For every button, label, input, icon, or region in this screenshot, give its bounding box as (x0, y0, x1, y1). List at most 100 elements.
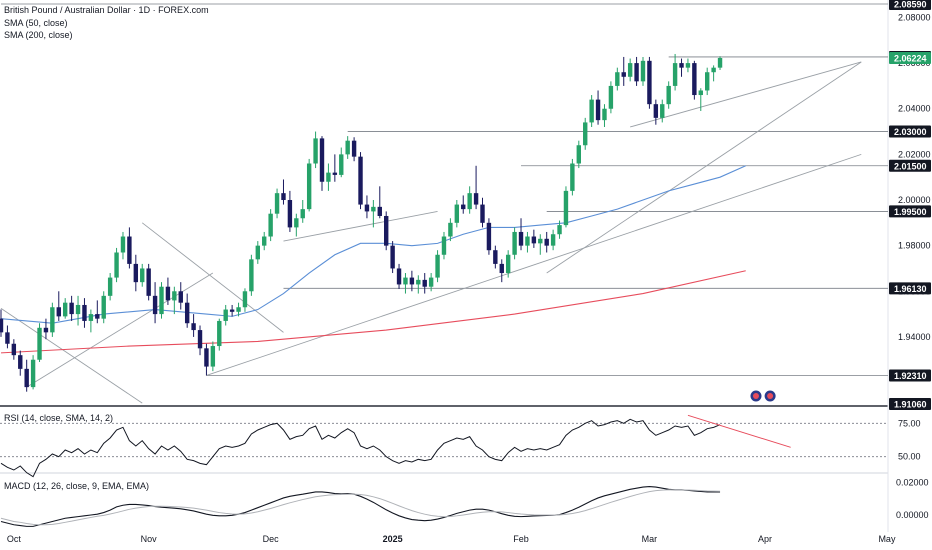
candle-body (107, 277, 113, 296)
macd-layer (0, 486, 721, 527)
candle-body (384, 215, 389, 246)
candles-layer (0, 53, 723, 392)
candle-body (255, 245, 260, 260)
candle-body (95, 314, 100, 319)
candle-body (140, 268, 145, 283)
candle-body (499, 263, 504, 274)
candle-body (358, 156, 363, 205)
candle-body (146, 268, 151, 296)
candle-body (390, 245, 395, 269)
candle-body (512, 231, 517, 255)
candle-body (69, 302, 74, 315)
candle-body (114, 252, 119, 278)
candle-body (595, 99, 601, 121)
candle-body (127, 236, 132, 264)
economic-event-flag-icon (752, 393, 759, 399)
price-tag (889, 205, 931, 218)
price-tick-label: 1.98000 (898, 241, 931, 251)
candle-body (403, 277, 408, 285)
trendline (26, 272, 214, 388)
candle-body (672, 63, 678, 86)
economic-event-flag-icon (767, 393, 774, 399)
time-tick-label: May (878, 534, 896, 544)
candle-body (229, 309, 235, 312)
candle-body (525, 236, 530, 246)
rsi-tick-label: 50.00 (898, 452, 921, 462)
price-tag-label: 2.01500 (894, 161, 927, 171)
candle-body (608, 85, 614, 109)
candle-body (152, 295, 158, 315)
rsi-line (0, 418, 721, 478)
candle-body (448, 222, 453, 237)
price-tag-label: 1.96130 (894, 284, 927, 294)
candle-body (493, 250, 498, 264)
price-tag (889, 369, 931, 382)
candle-body (409, 277, 415, 285)
time-tick-label: Nov (141, 534, 158, 544)
chart-title: British Pound / Australian Dollar · 1D ·… (4, 5, 209, 15)
candle-body (717, 57, 723, 68)
candle-body (287, 200, 293, 228)
candle-body (191, 323, 196, 331)
price-tick-label: 2.04000 (898, 104, 931, 114)
trendline (546, 61, 862, 274)
rsi-layer (0, 414, 888, 478)
candle-body (37, 327, 42, 360)
candle-body (249, 259, 254, 292)
candle-body (339, 154, 344, 175)
candle-body (63, 302, 68, 317)
candle-body (210, 346, 216, 367)
candle-body (101, 295, 106, 319)
price-tag (889, 282, 931, 295)
candle-body (18, 355, 23, 369)
price-tag-label: 1.92310 (894, 371, 927, 381)
trendline (283, 210, 438, 242)
trendline (206, 153, 862, 376)
price-tag-label: 2.03000 (894, 127, 927, 137)
candle-body (454, 204, 460, 223)
candle-body (56, 307, 61, 317)
candle-body (364, 204, 370, 212)
candle-body (50, 307, 55, 333)
candle-body (486, 222, 492, 251)
candle-body (544, 238, 549, 246)
candle-body (75, 304, 81, 315)
candle-body (43, 327, 49, 333)
price-tag-label: 1.99500 (894, 207, 927, 217)
price-tick-label: 2.00000 (898, 195, 931, 205)
candle-body (615, 72, 620, 86)
candle-body (563, 190, 569, 226)
candle-body (627, 63, 633, 77)
candle-body (268, 213, 273, 237)
sma50-line (0, 165, 746, 324)
candle-body (473, 193, 479, 205)
candle-body (711, 67, 716, 73)
candle-body (583, 122, 588, 146)
time-tick-label: Dec (263, 534, 280, 544)
candle-body (467, 193, 472, 210)
candle-body (538, 238, 543, 244)
candle-body (332, 172, 338, 175)
price-tag (889, 398, 931, 410)
candle-body (262, 236, 267, 246)
candle-body (281, 193, 286, 201)
candle-body (82, 304, 87, 321)
candle-body (435, 254, 440, 278)
macd-tick-label: 0.00000 (896, 510, 929, 520)
candle-body (11, 343, 17, 356)
sma200-line (0, 270, 746, 354)
candle-body (178, 291, 183, 303)
candle-body (223, 309, 228, 321)
candle-body (461, 204, 466, 210)
candle-body (621, 72, 626, 77)
time-tick-label: 2025 (383, 534, 403, 544)
candle-body (236, 307, 241, 312)
candle-body (505, 254, 511, 274)
candle-body (692, 63, 697, 96)
macd-line (0, 486, 721, 527)
price-tag-label: 1.91060 (894, 400, 927, 410)
candle-body (698, 90, 703, 96)
candle-body (422, 279, 427, 287)
price-tag-label: 2.08590 (894, 0, 927, 10)
candle-body (306, 163, 312, 210)
